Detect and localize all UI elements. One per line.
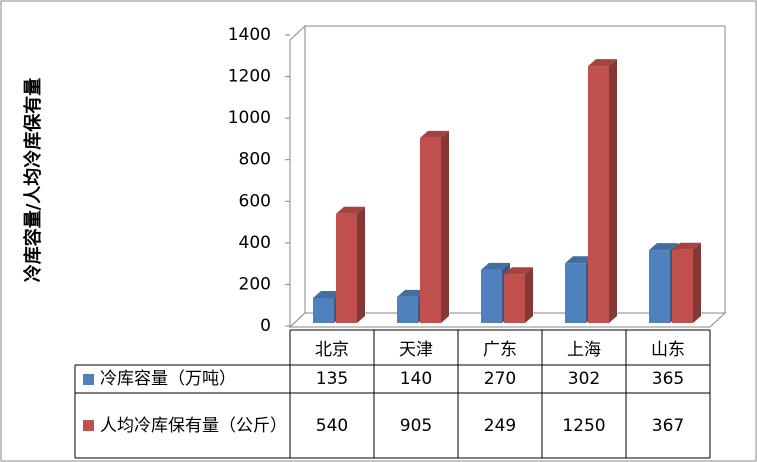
bar-front bbox=[565, 263, 586, 323]
bar-top bbox=[672, 242, 701, 250]
y-tick-label: 600 bbox=[239, 191, 271, 211]
x-tick-label: 北京 bbox=[315, 340, 349, 360]
table-value: 365 bbox=[651, 369, 685, 389]
bar-side bbox=[693, 242, 701, 323]
legend-label: 冷库容量（万吨） bbox=[100, 369, 236, 389]
bar-side bbox=[441, 130, 449, 323]
side-wall bbox=[289, 24, 306, 329]
y-tick-label: 1200 bbox=[228, 67, 271, 87]
bar-top bbox=[504, 267, 533, 275]
bar bbox=[504, 267, 533, 323]
bar-front bbox=[336, 213, 357, 323]
table-value: 367 bbox=[651, 415, 685, 436]
bar-front bbox=[649, 250, 670, 323]
bar-front bbox=[397, 296, 418, 323]
bar-top bbox=[313, 290, 342, 298]
bar-side bbox=[609, 59, 617, 324]
y-tick-label: 1000 bbox=[228, 108, 271, 128]
legend-key bbox=[83, 420, 94, 431]
y-tick-label: 400 bbox=[239, 233, 271, 253]
bar-front bbox=[313, 297, 334, 323]
bar-front bbox=[481, 269, 502, 323]
bar bbox=[420, 130, 449, 323]
y-axis-label: 冷库容量/人均冷库保有量 bbox=[22, 78, 44, 283]
y-tick-label: 1400 bbox=[228, 25, 271, 45]
bar-top bbox=[397, 289, 426, 297]
bar-top bbox=[649, 243, 678, 251]
bar-front bbox=[420, 137, 441, 323]
bar-top bbox=[565, 256, 594, 264]
y-tick-label: 800 bbox=[239, 150, 271, 170]
bar-top bbox=[336, 206, 365, 214]
bar-front bbox=[504, 274, 525, 323]
bar-side bbox=[357, 206, 365, 323]
bar-front bbox=[588, 66, 609, 323]
table-value: 905 bbox=[399, 415, 433, 436]
legend-entry: 人均冷库保有量（公斤） bbox=[75, 393, 290, 458]
bar bbox=[672, 242, 701, 323]
x-tick-label: 山东 bbox=[651, 340, 685, 360]
table-value: 302 bbox=[567, 369, 601, 389]
y-tick-label: 0 bbox=[260, 316, 271, 336]
bar-top bbox=[588, 59, 617, 67]
table-value: 270 bbox=[483, 369, 517, 389]
table-value: 540 bbox=[315, 415, 349, 436]
bar bbox=[336, 206, 365, 323]
table-value: 140 bbox=[399, 369, 433, 389]
bar-top bbox=[420, 130, 449, 138]
bar-front bbox=[672, 249, 693, 323]
table-value: 135 bbox=[315, 369, 349, 389]
y-tick-label: 200 bbox=[239, 274, 271, 294]
bar-top bbox=[481, 262, 510, 270]
legend-label: 人均冷库保有量（公斤） bbox=[100, 415, 287, 436]
bar bbox=[588, 59, 617, 324]
x-tick-label: 广东 bbox=[483, 340, 517, 360]
legend-entry: 冷库容量（万吨） bbox=[75, 365, 290, 393]
x-tick-label: 上海 bbox=[567, 340, 601, 360]
x-tick-label: 天津 bbox=[399, 340, 433, 360]
table-value: 1250 bbox=[562, 415, 606, 436]
legend-key bbox=[83, 373, 94, 385]
bar-side bbox=[525, 267, 533, 323]
table-value: 249 bbox=[483, 415, 517, 436]
